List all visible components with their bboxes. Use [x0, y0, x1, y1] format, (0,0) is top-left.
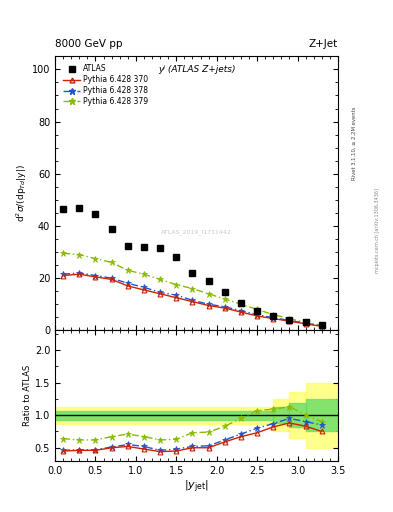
Text: 8000 GeV pp: 8000 GeV pp: [55, 38, 123, 49]
Text: ATLAS_2019_I1711442: ATLAS_2019_I1711442: [161, 229, 232, 234]
ATLAS: [141, 244, 146, 250]
Y-axis label: Ratio to ATLAS: Ratio to ATLAS: [23, 365, 32, 426]
Text: mcplots.cern.ch [arXiv:1306.3436]: mcplots.cern.ch [arXiv:1306.3436]: [375, 188, 380, 273]
ATLAS: [109, 225, 114, 231]
Text: yʲ (ATLAS Z+jets): yʲ (ATLAS Z+jets): [158, 65, 235, 74]
ATLAS: [61, 206, 66, 212]
Text: Rivet 3.1.10, ≥ 2.2M events: Rivet 3.1.10, ≥ 2.2M events: [352, 106, 357, 180]
ATLAS: [271, 313, 275, 319]
X-axis label: $|y_\mathrm{jet}|$: $|y_\mathrm{jet}|$: [184, 478, 209, 495]
ATLAS: [190, 270, 195, 276]
ATLAS: [320, 322, 324, 328]
Text: Z+Jet: Z+Jet: [309, 38, 338, 49]
Y-axis label: d$^2\sigma$/(dp$_{Td}$|y|): d$^2\sigma$/(dp$_{Td}$|y|): [15, 164, 29, 222]
ATLAS: [287, 317, 292, 323]
ATLAS: [303, 319, 308, 326]
ATLAS: [174, 254, 179, 260]
Legend: ATLAS, Pythia 6.428 370, Pythia 6.428 378, Pythia 6.428 379: ATLAS, Pythia 6.428 370, Pythia 6.428 37…: [62, 63, 150, 108]
ATLAS: [239, 300, 243, 306]
ATLAS: [93, 211, 98, 217]
ATLAS: [158, 245, 162, 251]
ATLAS: [125, 243, 130, 249]
ATLAS: [222, 289, 227, 295]
Line: ATLAS: ATLAS: [60, 204, 325, 329]
ATLAS: [206, 278, 211, 284]
ATLAS: [77, 205, 82, 211]
ATLAS: [255, 308, 259, 314]
